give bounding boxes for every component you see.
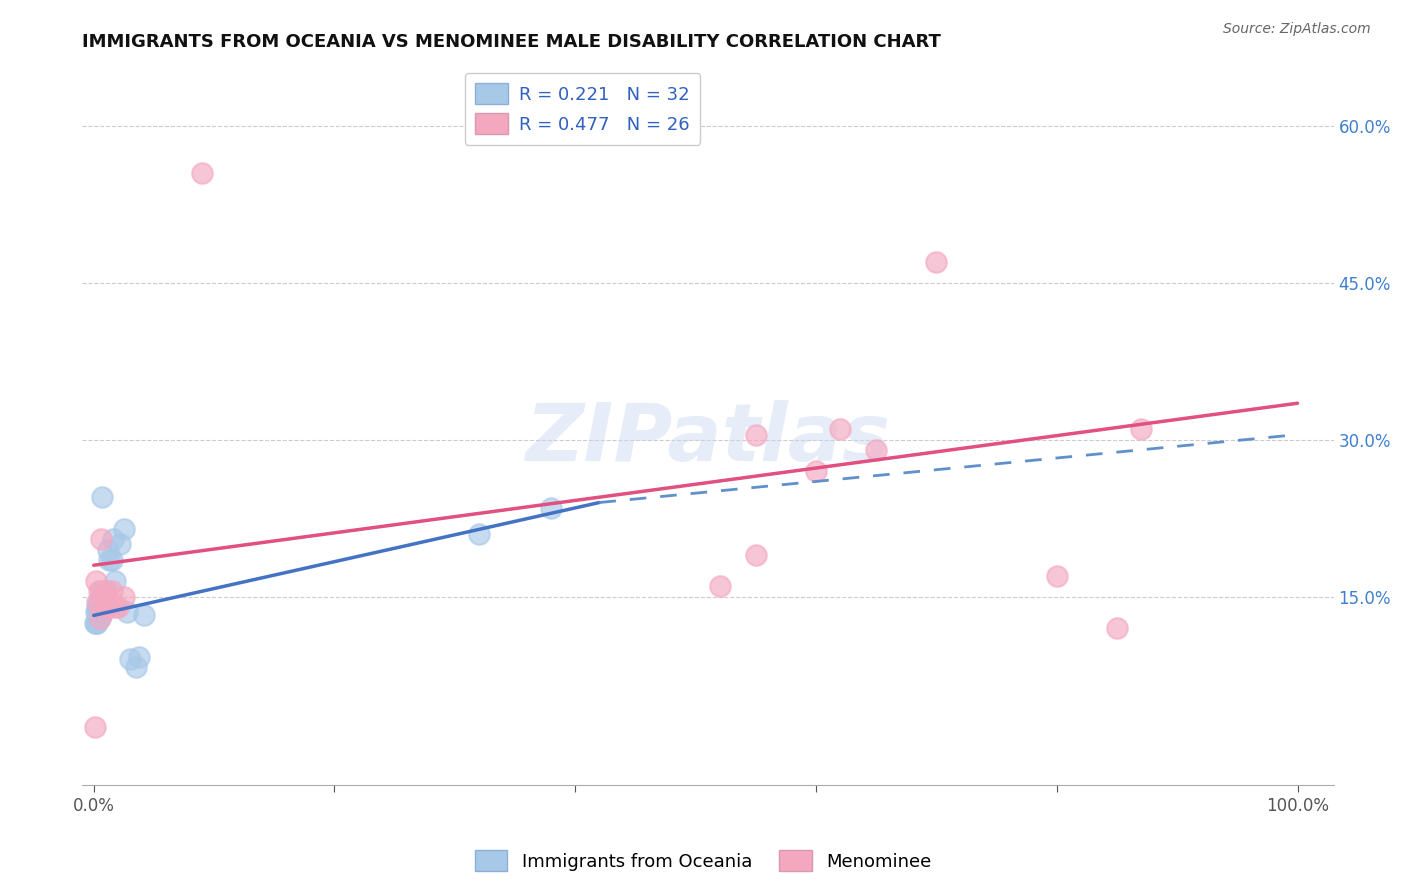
Point: [93, 590, 115, 604]
Point: [91, 491, 114, 505]
Point: [865, 443, 887, 458]
Point: [1046, 568, 1069, 582]
Point: [745, 548, 768, 562]
Point: [93, 590, 115, 604]
Point: [94, 584, 117, 599]
Point: [86, 615, 108, 630]
Point: [112, 522, 135, 536]
Point: [90, 532, 112, 546]
Point: [128, 650, 150, 665]
Point: [84, 615, 107, 630]
Point: [90, 600, 112, 615]
Point: [84, 720, 107, 734]
Point: [110, 537, 132, 551]
Point: [91, 600, 114, 615]
Point: [86, 605, 108, 619]
Point: [84, 605, 107, 619]
Point: [540, 500, 562, 515]
Point: [90, 584, 112, 599]
Text: Source: ZipAtlas.com: Source: ZipAtlas.com: [1223, 22, 1371, 37]
Point: [97, 600, 120, 615]
Point: [84, 615, 107, 630]
Point: [1105, 621, 1128, 635]
Point: [93, 605, 115, 619]
Point: [125, 659, 148, 673]
Point: [107, 600, 129, 615]
Point: [87, 584, 110, 599]
Point: [89, 605, 111, 619]
Text: IMMIGRANTS FROM OCEANIA VS MENOMINEE MALE DISABILITY CORRELATION CHART: IMMIGRANTS FROM OCEANIA VS MENOMINEE MAL…: [82, 33, 941, 51]
Point: [89, 610, 111, 624]
Point: [101, 532, 124, 546]
Point: [191, 166, 214, 180]
Text: ZIPatlas: ZIPatlas: [526, 400, 890, 477]
Point: [87, 595, 110, 609]
Point: [925, 255, 948, 269]
Point: [87, 610, 110, 624]
Point: [468, 527, 491, 541]
Point: [118, 652, 141, 666]
Point: [93, 600, 115, 615]
Point: [1130, 422, 1153, 436]
Point: [86, 595, 108, 609]
Point: [93, 590, 115, 604]
Point: [89, 610, 111, 624]
Point: [709, 579, 731, 593]
Point: [86, 600, 108, 615]
Point: [94, 584, 117, 599]
Point: [104, 600, 127, 615]
Legend: Immigrants from Oceania, Menominee: Immigrants from Oceania, Menominee: [467, 843, 939, 879]
Legend: R = 0.221   N = 32, R = 0.477   N = 26: R = 0.221 N = 32, R = 0.477 N = 26: [464, 72, 700, 145]
Point: [804, 464, 827, 478]
Point: [84, 574, 107, 588]
Point: [134, 608, 156, 623]
Point: [104, 574, 127, 588]
Point: [830, 422, 852, 436]
Point: [98, 553, 121, 567]
Point: [101, 584, 124, 599]
Point: [97, 542, 120, 557]
Point: [94, 595, 117, 609]
Point: [112, 590, 135, 604]
Point: [745, 427, 768, 442]
Point: [101, 553, 124, 567]
Point: [117, 605, 139, 619]
